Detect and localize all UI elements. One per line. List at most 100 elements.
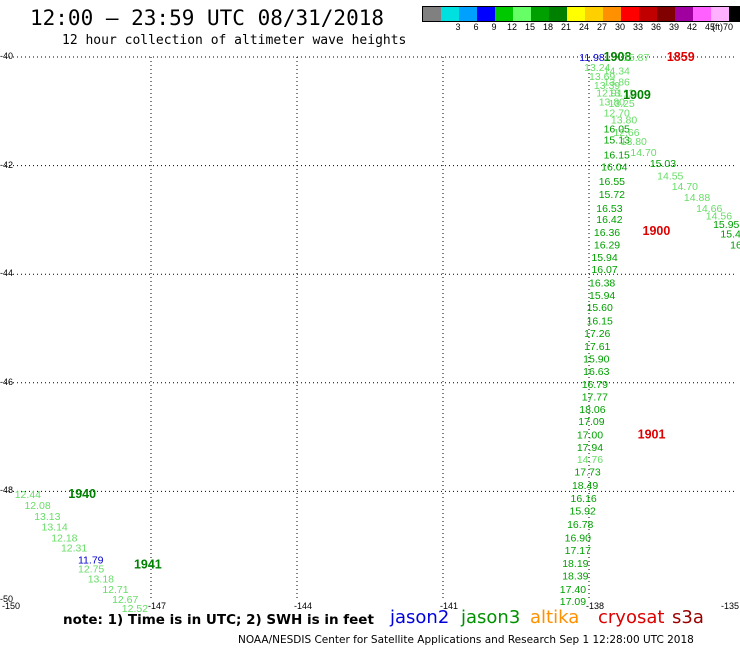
longitude-tick-label: -138 [586,601,605,611]
longitude-tick-label: -150 [2,601,21,611]
wave-height-label: 17.73 [574,466,600,478]
wave-height-label: 15.60 [587,302,613,314]
wave-height-label: 13.80 [611,114,637,126]
wave-height-label: 12.18 [51,533,77,545]
color-swatch [729,7,740,21]
wave-height-label: 17.00 [577,429,603,441]
wave-height-label: 17.09 [578,416,604,428]
pass-time-label: 1940 [68,487,96,501]
color-swatch [603,7,621,21]
color-swatch [675,7,693,21]
wave-height-label: 16.55 [599,176,625,188]
wave-height-label: 12.52 [122,603,148,615]
color-scale-label: 18 [543,22,554,32]
latitude-tick-label: -40 [0,51,14,61]
wave-height-label: 16.15 [587,315,613,327]
color-scale-label: 9 [491,22,497,32]
wave-height-label: 15.13 [604,135,630,147]
color-swatch [495,7,513,21]
wave-height-label: 15.44 [720,228,740,240]
color-scale-label: 24 [579,22,590,32]
wave-height-label: 14.88 [684,192,710,204]
pass-time-label: 1900 [643,224,671,238]
wave-height-label: 16.90 [565,533,591,545]
wave-height-label: 15.94 [591,252,617,264]
wave-height-label: 16.15 [604,150,630,162]
wave-height-label: 13.80 [599,97,625,109]
latitude-tick-label: -50 [0,594,14,604]
wave-height-label: 16.29 [594,239,620,251]
wave-height-label: 16.36 [594,227,620,239]
wave-height-label: 17.61 [584,341,610,353]
color-scale-label: 33 [633,22,644,32]
color-scale-label: 6 [473,22,479,32]
wave-height-label: 15.95 [713,219,739,231]
wave-height-label: 16.63 [583,366,609,378]
wave-height-label: 15.03 [650,158,676,170]
pass-time-label: 1859 [667,50,695,64]
color-scale-bar [422,6,740,22]
wave-height-label: 15.90 [583,353,609,365]
wave-height-label: 11.98 [579,52,605,64]
color-swatch [639,7,657,21]
wave-height-label: 17.94 [577,442,603,454]
wave-height-label: 18.19 [562,558,588,570]
wave-height-label: 13.14 [42,522,68,534]
wave-height-label: 17.40 [560,584,586,596]
wave-height-label: 16.38 [589,277,615,289]
wave-height-label: 13.25 [608,98,634,110]
color-swatch [477,7,495,21]
units-note: note: 1) Time is in UTC; 2) SWH is in fe… [63,612,374,628]
wave-height-label: 12.70 [604,107,630,119]
wave-height-label: 14.34 [604,66,630,78]
wave-height-label: 17.09 [560,596,586,608]
wave-height-label: 17.17 [565,545,591,557]
wave-height-label: 14.66 [696,203,722,215]
longitude-tick-label: -147 [148,601,167,611]
wave-height-label: 16.78 [567,519,593,531]
wave-height-label: 16.04 [601,162,627,174]
color-swatch [549,7,567,21]
wave-height-label: 13.11 [608,87,634,99]
wave-height-label: 17.26 [584,328,610,340]
pass-time-label: 1908 [604,50,632,64]
color-swatch [441,7,459,21]
pass-time-label: 1901 [638,427,666,441]
color-scale-label: 27 [597,22,608,32]
wave-height-label: 12.44 [15,489,41,501]
wave-height-label: 12.75 [78,564,104,576]
lat-lon-grid [5,56,735,600]
color-scale-label: 36 [651,22,662,32]
wave-height-label: 13.80 [621,136,647,148]
color-swatch [459,7,477,21]
wave-height-label: 14.70 [630,147,656,159]
legend-cryosat: cryosat [598,607,665,628]
wave-height-label: 18.49 [572,480,598,492]
wave-height-label: 13.86 [604,76,630,88]
wave-height-label: 14.76 [577,454,603,466]
color-scale-label: 70 [723,22,734,32]
wave-height-label: 15.94 [589,290,615,302]
color-swatch [621,7,639,21]
credit-line: NOAA/NESDIS Center for Satellite Applica… [238,634,694,646]
wave-height-label: 14.56 [706,211,732,223]
longitude-tick-label: -141 [440,601,459,611]
wave-height-label: 16.44 [730,239,740,251]
color-scale-label: 42 [687,22,698,32]
color-scale-label: 30 [615,22,626,32]
wave-height-label: 14.70 [672,181,698,193]
wave-height-label: 12.67 [112,594,138,606]
pass-time-label: 1941 [134,558,162,572]
wave-height-label: 16.53 [596,203,622,215]
wave-height-label: 15.72 [599,189,625,201]
wave-height-label: 13.13 [34,511,60,523]
wave-height-label: 13.24 [584,62,610,74]
color-swatch [423,7,441,21]
color-scale-label: 12 [507,22,518,32]
page-title: 12:00 – 23:59 UTC 08/31/2018 [30,6,385,30]
wave-height-label: 13.39 [594,80,620,92]
wave-height-label: 16.16 [571,493,597,505]
color-swatch [711,7,729,21]
wave-height-label: 12.66 [613,127,639,139]
